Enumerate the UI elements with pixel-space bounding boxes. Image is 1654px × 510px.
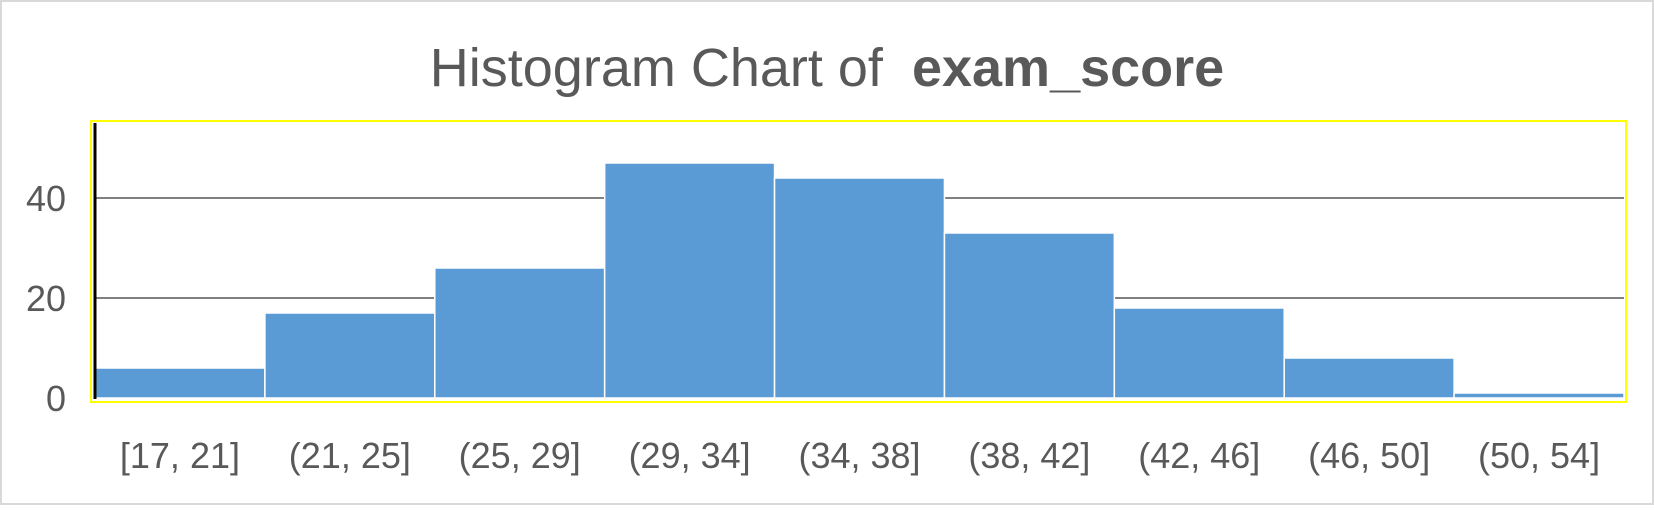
bar-4 <box>603 162 776 399</box>
chart-title-regular: Histogram Chart of <box>430 38 884 98</box>
x-tick-label-3: (25, 29] <box>459 435 581 476</box>
bar-7 <box>1113 307 1285 399</box>
x-tick-label-9: (50, 54] <box>1478 435 1600 476</box>
bar-5 <box>773 177 946 399</box>
bars <box>94 162 1625 399</box>
x-tick-label-1: [17, 21] <box>120 435 240 476</box>
y-tick-label-20: 20 <box>26 278 66 319</box>
bar-2 <box>264 312 436 399</box>
x-tick-label-2: (21, 25] <box>289 435 411 476</box>
x-axis-ticks: [17, 21] (21, 25] (25, 29] (29, 34] (34, 38]… <box>120 435 1600 476</box>
y-tick-label-0: 0 <box>46 378 66 419</box>
x-tick-label-7: (42, 46] <box>1138 435 1260 476</box>
chart-title-bold: exam_score <box>912 38 1224 98</box>
x-tick-label-8: (46, 50] <box>1308 435 1430 476</box>
x-tick-label-6: (38, 42] <box>968 435 1090 476</box>
bar-1 <box>94 367 266 399</box>
bar-9 <box>1453 392 1625 399</box>
bar-3 <box>434 267 606 399</box>
plot-area-border <box>90 120 1627 403</box>
y-tick-label-40: 40 <box>26 178 66 219</box>
x-tick-label-4: (29, 34] <box>629 435 751 476</box>
x-tick-label-5: (34, 38] <box>798 435 920 476</box>
bar-8 <box>1283 357 1455 399</box>
y-axis-ticks: 0 20 40 <box>26 178 66 419</box>
bar-6 <box>943 232 1116 399</box>
chart-title: Histogram Chart of exam_score <box>430 38 1224 98</box>
